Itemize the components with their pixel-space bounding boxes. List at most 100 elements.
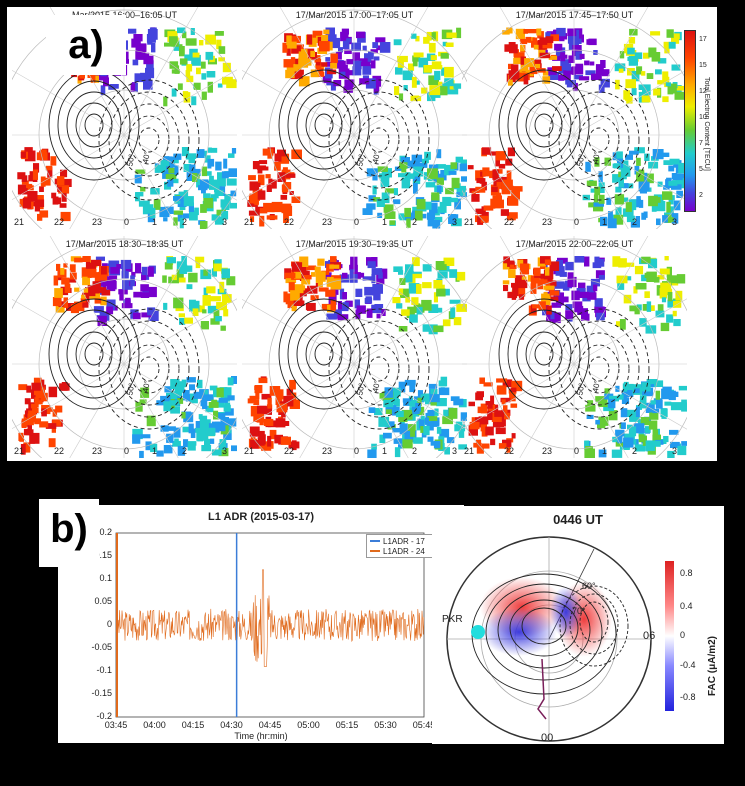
panel-a-letter: a) bbox=[46, 15, 126, 75]
mlt-tick-label: 22 bbox=[504, 446, 515, 456]
tec-polar-plot bbox=[242, 7, 467, 229]
tec-colorbar bbox=[684, 30, 696, 212]
x-axis-label: Time (hr:min) bbox=[234, 731, 288, 741]
tec-map-title: 17/Mar/2015 22:00–22:05 UT bbox=[515, 239, 634, 249]
mlt-tick-label: 0 bbox=[124, 446, 130, 456]
panel-b-fac-map: 0446 UT bbox=[432, 506, 724, 744]
colorbar-tick: 2 bbox=[699, 192, 703, 199]
mlt-tick-label: 23 bbox=[322, 446, 333, 456]
tec-map-3: 17/Mar/2015 17:45–17:50 UT 21 22 23 0 1 2 3 50°… bbox=[462, 7, 687, 229]
colorbar-tick: 10 bbox=[699, 114, 707, 121]
mlt-tick-label: 23 bbox=[92, 446, 103, 456]
mlt-tick-label: 3 bbox=[452, 446, 458, 456]
tec-polar-plot bbox=[242, 236, 467, 458]
x-tick-label: 05:00 bbox=[297, 720, 320, 730]
panel-b-letter: b) bbox=[39, 499, 99, 567]
fac-tick: 0.8 bbox=[680, 568, 693, 578]
mlt-tick-label: 1 bbox=[602, 446, 608, 456]
mlt-tick-label: 3 bbox=[222, 217, 228, 227]
y-tick-label: 0.2 bbox=[99, 527, 112, 537]
fac-colorbar bbox=[665, 561, 674, 711]
tec-polar-plot bbox=[462, 7, 687, 229]
mlt-tick-label: 3 bbox=[672, 446, 678, 456]
mlt-tick-label: 21 bbox=[464, 446, 475, 456]
mlt-tick-label: 1 bbox=[152, 217, 158, 227]
mlt-tick-label: 23 bbox=[542, 217, 553, 227]
fac-colorbar-label: FAC (μA/m2) bbox=[707, 635, 718, 696]
mlt-tick-label: 2 bbox=[182, 217, 188, 227]
tec-map-title: 17/Mar/2015 19:30–19:35 UT bbox=[295, 239, 414, 249]
mlt-tick-label: 0 bbox=[354, 217, 360, 227]
timeseries-title: L1 ADR (2015-03-17) bbox=[208, 511, 314, 523]
panel-a-tec-maps: Mar/2015 16:00–16:05 UT 212223012350°40°… bbox=[7, 7, 717, 461]
mlt-tick-label: 0 bbox=[574, 217, 580, 227]
mlt-tick-label: 2 bbox=[632, 217, 638, 227]
mlt-label-00: 00 bbox=[541, 732, 554, 744]
y-tick-label: -0.15 bbox=[91, 688, 112, 698]
colorbar-tick: 7 bbox=[699, 140, 703, 147]
tec-map-title: 17/Mar/2015 17:00–17:05 UT bbox=[295, 10, 414, 20]
mlt-tick-label: 2 bbox=[412, 217, 418, 227]
mlt-tick-label: 1 bbox=[382, 446, 388, 456]
tec-map-5: 17/Mar/2015 19:30–19:35 UT 21 22 23 0 1 2 3 50°… bbox=[242, 236, 467, 458]
mlt-tick-label: 21 bbox=[244, 446, 255, 456]
mlt-tick-label: 21 bbox=[14, 446, 25, 456]
mlt-tick-label: 23 bbox=[322, 217, 333, 227]
colorbar-tick: 12 bbox=[699, 88, 707, 95]
mlt-tick-label: 1 bbox=[602, 217, 608, 227]
fac-tick: -0.4 bbox=[680, 660, 696, 670]
lat-label: 60° bbox=[582, 581, 596, 591]
x-tick-label: 05:45 bbox=[412, 720, 436, 730]
y-tick-label: -0.05 bbox=[91, 642, 112, 652]
legend-label: L1ADR - 17 bbox=[383, 536, 425, 546]
mlt-label-06: 06 bbox=[643, 630, 656, 642]
y-tick-label: 0 bbox=[106, 619, 112, 629]
station-label: PKR bbox=[442, 614, 463, 625]
y-tick-label: 0.05 bbox=[94, 596, 112, 606]
mlt-tick-label: 23 bbox=[542, 446, 553, 456]
tec-map-4: 17/Mar/2015 18:30–18:35 UT 21 22 23 0 1 2 3 50°… bbox=[12, 236, 237, 458]
tec-map-title: 17/Mar/2015 18:30–18:35 UT bbox=[65, 239, 184, 249]
tec-polar-plot bbox=[12, 236, 237, 458]
x-tick-label: 04:00 bbox=[143, 720, 166, 730]
fac-tick: 0 bbox=[680, 630, 686, 640]
tec-polar-plot bbox=[462, 236, 687, 458]
y-tick-label: -0.2 bbox=[96, 711, 112, 721]
colorbar-tick: 5 bbox=[699, 166, 703, 173]
mlt-tick-label: 1 bbox=[382, 217, 388, 227]
legend-swatch bbox=[370, 540, 380, 542]
legend-label: L1ADR - 24 bbox=[383, 546, 425, 556]
tec-map-2: 17/Mar/2015 17:00–17:05 UT 21 22 23 0 1 2 3 50°… bbox=[242, 7, 467, 229]
mlt-tick-label: 22 bbox=[504, 217, 515, 227]
tec-map-6: 17/Mar/2015 22:00–22:05 UT 21 22 23 0 1 2 3 50°… bbox=[462, 236, 687, 458]
fac-tick: -0.8 bbox=[680, 692, 696, 702]
mlt-tick-label: 0 bbox=[354, 446, 360, 456]
colorbar-tick: 15 bbox=[699, 62, 707, 69]
mlt-tick-label: 2 bbox=[412, 446, 418, 456]
mlt-tick-label: 22 bbox=[284, 217, 295, 227]
fac-map-title: 0446 UT bbox=[553, 512, 603, 527]
x-tick-label: 04:15 bbox=[181, 720, 205, 730]
x-tick-label: 03:45 bbox=[104, 720, 128, 730]
timeseries-legend: L1ADR - 17 L1ADR - 24 bbox=[366, 534, 436, 558]
mlt-tick-label: 3 bbox=[222, 446, 228, 456]
lat-label: 70° bbox=[572, 606, 586, 616]
mlt-tick-label: 21 bbox=[464, 217, 475, 227]
y-tick-label: 0.1 bbox=[99, 573, 112, 583]
tec-map-title: 17/Mar/2015 17:45–17:50 UT bbox=[515, 10, 634, 20]
mlt-tick-label: 1 bbox=[152, 446, 158, 456]
fac-polar-map bbox=[446, 536, 652, 742]
mlt-tick-label: 3 bbox=[672, 217, 678, 227]
mlt-tick-label: 0 bbox=[574, 446, 580, 456]
x-tick-label: 04:30 bbox=[220, 720, 243, 730]
mlt-tick-label: 2 bbox=[182, 446, 188, 456]
y-tick-label: -0.1 bbox=[96, 665, 112, 675]
mlt-tick-label: 22 bbox=[284, 446, 295, 456]
mlt-tick-label: 23 bbox=[92, 217, 103, 227]
mlt-tick-label: 22 bbox=[54, 446, 65, 456]
x-tick-label: 04:45 bbox=[258, 720, 282, 730]
legend-swatch bbox=[370, 550, 380, 552]
timeseries-plot bbox=[115, 532, 425, 718]
mlt-tick-label: 21 bbox=[244, 217, 255, 227]
x-tick-label: 05:30 bbox=[374, 720, 397, 730]
